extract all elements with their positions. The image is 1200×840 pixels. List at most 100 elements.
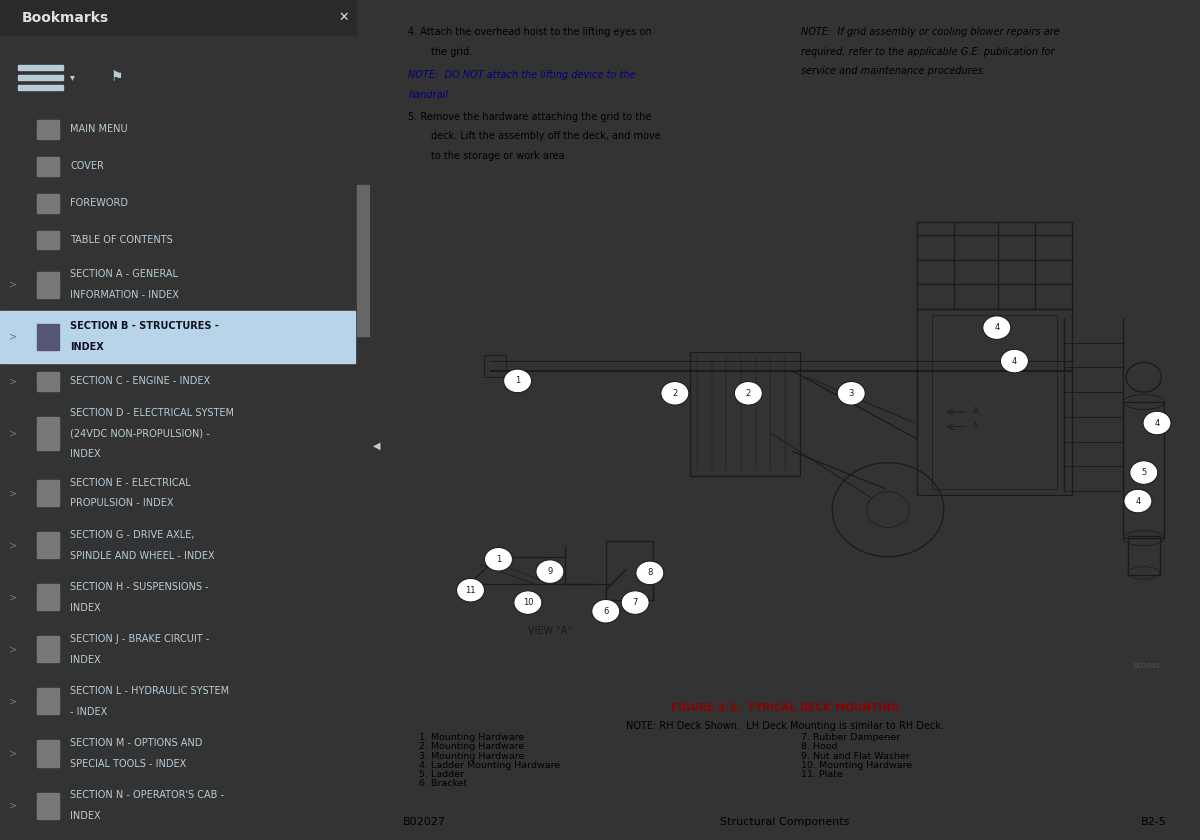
- Bar: [37, 157, 59, 176]
- Circle shape: [504, 369, 532, 392]
- Text: 8. Hood: 8. Hood: [802, 743, 838, 751]
- Text: - INDEX: - INDEX: [71, 706, 108, 717]
- Text: 5: 5: [1141, 468, 1146, 477]
- Text: (24VDC NON-PROPULSION) -: (24VDC NON-PROPULSION) -: [71, 428, 210, 438]
- Text: VIEW "A": VIEW "A": [528, 626, 572, 636]
- Text: 4. Attach the overhead hoist to the lifting eyes on: 4. Attach the overhead hoist to the lift…: [408, 28, 652, 37]
- Text: 2. Mounting Hardware: 2. Mounting Hardware: [420, 743, 524, 751]
- Text: handrail.: handrail.: [408, 90, 451, 100]
- Text: ⚑: ⚑: [110, 71, 124, 84]
- Bar: [18, 85, 62, 90]
- Text: ▾: ▾: [71, 72, 76, 82]
- Bar: [37, 372, 59, 391]
- Text: 7. Rubber Dampener: 7. Rubber Dampener: [802, 733, 901, 742]
- Text: the grid.: the grid.: [431, 47, 473, 57]
- Text: >: >: [10, 280, 17, 290]
- Bar: [37, 793, 59, 819]
- Text: service and maintenance procedures.: service and maintenance procedures.: [802, 66, 986, 76]
- Text: 4: 4: [1135, 496, 1140, 506]
- Text: 2: 2: [745, 389, 751, 398]
- Text: ✕: ✕: [338, 11, 349, 24]
- Text: 10: 10: [522, 598, 533, 607]
- Circle shape: [456, 579, 485, 602]
- Circle shape: [536, 560, 564, 584]
- Text: >: >: [10, 801, 17, 811]
- Text: FOREWORD: FOREWORD: [71, 198, 128, 208]
- Text: 9. Nut and Flat Washer: 9. Nut and Flat Washer: [802, 752, 910, 761]
- Text: B2-5: B2-5: [1141, 816, 1166, 827]
- Text: >: >: [10, 592, 17, 602]
- Text: SECTION J - BRAKE CIRCUIT -: SECTION J - BRAKE CIRCUIT -: [71, 634, 210, 644]
- Text: FIGURE 2-3.  TYPICAL DECK MOUNTING: FIGURE 2-3. TYPICAL DECK MOUNTING: [671, 703, 899, 713]
- Text: 3. Mounting Hardware: 3. Mounting Hardware: [420, 752, 524, 761]
- Text: >: >: [10, 644, 17, 654]
- Bar: [0, 0, 370, 35]
- Text: 4: 4: [1154, 418, 1159, 428]
- Text: 1: 1: [515, 376, 520, 386]
- Bar: [37, 324, 59, 350]
- Text: NOTE:  DO NOT attach the lifting device to the: NOTE: DO NOT attach the lifting device t…: [408, 71, 636, 81]
- Text: to the storage or work area.: to the storage or work area.: [431, 150, 568, 160]
- Bar: [37, 272, 59, 298]
- Text: INDEX: INDEX: [71, 811, 101, 821]
- Text: TABLE OF CONTENTS: TABLE OF CONTENTS: [71, 235, 173, 245]
- Text: >: >: [10, 376, 17, 386]
- Text: SPINDLE AND WHEEL - INDEX: SPINDLE AND WHEEL - INDEX: [71, 550, 215, 560]
- Circle shape: [622, 591, 649, 614]
- Text: SECTION C - ENGINE - INDEX: SECTION C - ENGINE - INDEX: [71, 376, 210, 386]
- Bar: [37, 585, 59, 611]
- Text: deck. Lift the assembly off the deck, and move: deck. Lift the assembly off the deck, an…: [431, 131, 661, 141]
- Text: MAIN MENU: MAIN MENU: [71, 124, 128, 134]
- Text: SECTION H - SUSPENSIONS -: SECTION H - SUSPENSIONS -: [71, 582, 209, 592]
- Text: Bookmarks: Bookmarks: [22, 11, 109, 24]
- Text: SECTION G - DRIVE AXLE,: SECTION G - DRIVE AXLE,: [71, 530, 194, 540]
- Text: INDEX: INDEX: [71, 602, 101, 612]
- Text: >: >: [10, 428, 17, 438]
- Circle shape: [485, 548, 512, 571]
- Bar: [37, 741, 59, 767]
- Bar: [606, 541, 653, 600]
- Text: NOTE: RH Deck Shown.  LH Deck Mounting is similar to RH Deck.: NOTE: RH Deck Shown. LH Deck Mounting is…: [626, 721, 943, 731]
- Bar: [18, 75, 62, 80]
- Text: SECTION E - ELECTRICAL: SECTION E - ELECTRICAL: [71, 478, 191, 488]
- Text: 6. Bracket: 6. Bracket: [420, 780, 468, 789]
- Text: 4: 4: [1012, 357, 1018, 365]
- Text: 7: 7: [632, 598, 638, 607]
- Text: NOTE:  If grid assembly or cooling blower repairs are: NOTE: If grid assembly or cooling blower…: [802, 28, 1060, 37]
- Circle shape: [838, 381, 865, 405]
- Text: INDEX: INDEX: [71, 342, 104, 352]
- Text: >: >: [10, 332, 17, 342]
- Bar: [37, 637, 59, 663]
- Circle shape: [636, 561, 664, 585]
- Bar: [1128, 536, 1160, 575]
- Text: 5. Remove the hardware attaching the grid to the: 5. Remove the hardware attaching the gri…: [408, 112, 652, 122]
- Text: 8: 8: [647, 569, 653, 577]
- Text: 3: 3: [848, 389, 854, 398]
- Text: SPECIAL TOOLS - INDEX: SPECIAL TOOLS - INDEX: [71, 759, 186, 769]
- Text: 2: 2: [672, 389, 678, 398]
- Bar: [0, 311, 355, 363]
- Bar: [356, 0, 370, 840]
- Text: 4. Ladder Mounting Hardware: 4. Ladder Mounting Hardware: [420, 761, 560, 770]
- Text: 11. Plate: 11. Plate: [802, 770, 844, 780]
- Bar: [37, 231, 59, 249]
- Text: >: >: [10, 540, 17, 550]
- Text: INFORMATION - INDEX: INFORMATION - INDEX: [71, 290, 179, 300]
- Bar: [932, 315, 1057, 489]
- Text: B02027: B02027: [403, 816, 446, 827]
- Text: >: >: [10, 696, 17, 706]
- Text: 4: 4: [994, 323, 1000, 332]
- Circle shape: [1130, 461, 1158, 485]
- Bar: [356, 185, 370, 336]
- Circle shape: [1001, 349, 1028, 373]
- Bar: [690, 353, 799, 476]
- Text: PROPULSION - INDEX: PROPULSION - INDEX: [71, 498, 174, 508]
- Text: ◀: ◀: [373, 441, 380, 451]
- Text: SECTION B - STRUCTURES -: SECTION B - STRUCTURES -: [71, 322, 220, 332]
- Text: 1: 1: [496, 554, 502, 564]
- Text: 9: 9: [547, 567, 552, 576]
- Bar: [37, 194, 59, 213]
- Text: A: A: [973, 423, 978, 431]
- Bar: [1123, 402, 1164, 538]
- Bar: [484, 354, 506, 377]
